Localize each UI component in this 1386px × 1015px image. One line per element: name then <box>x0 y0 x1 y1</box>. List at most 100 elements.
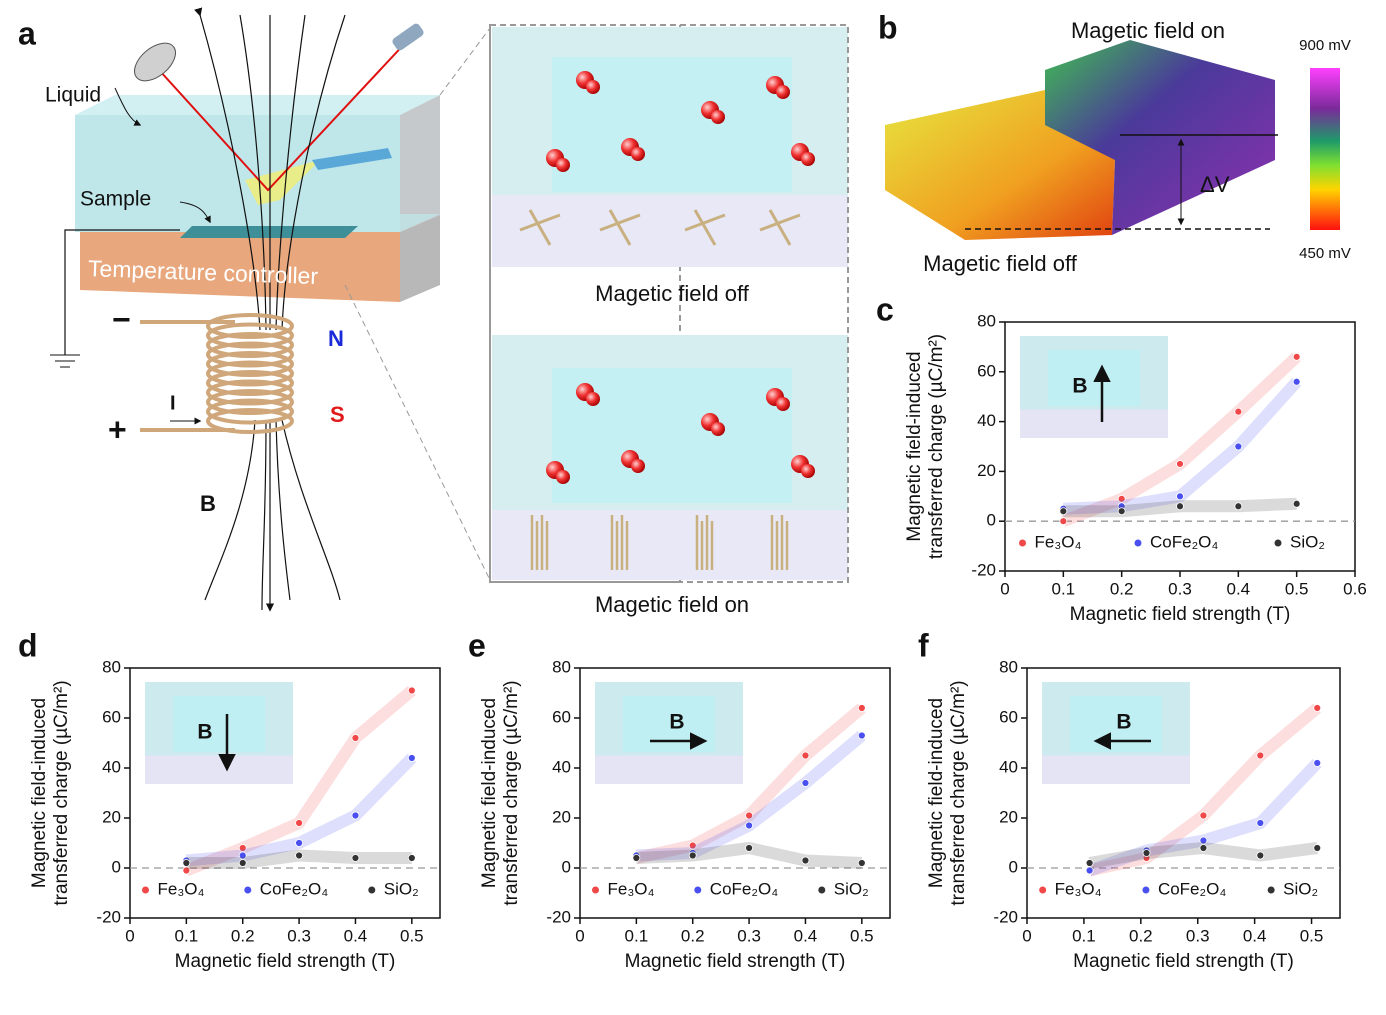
y-tick-label: 60 <box>102 707 121 726</box>
legend-marker <box>1274 539 1282 547</box>
legend-label: SiO₂ <box>1290 532 1325 551</box>
inset-floor <box>145 755 293 784</box>
data-point <box>1234 407 1243 416</box>
laser-source <box>392 23 424 51</box>
x-tick-label: 0.4 <box>1227 579 1251 598</box>
x-tick-label: 0.2 <box>1110 579 1134 598</box>
x-tick-label: 0.3 <box>1186 926 1210 945</box>
data-point <box>745 811 753 820</box>
coil-turn <box>206 351 294 377</box>
inset-back <box>1070 696 1162 753</box>
x-axis-label: Magnetic field strength (T) <box>175 951 396 972</box>
label: Magetic field off <box>923 251 1078 276</box>
data-point <box>1199 811 1208 820</box>
x-tick-label: 0 <box>575 926 584 945</box>
data-point <box>351 734 360 742</box>
y-tick-label: -20 <box>546 907 571 926</box>
setup-diagram: Liquid Sample Temperature controller − +… <box>45 15 849 617</box>
x-tick-label: 0.1 <box>175 926 199 945</box>
data-point <box>407 686 416 695</box>
plot-frame <box>579 667 891 919</box>
legend-label: CoFe₂O₄ <box>260 879 328 898</box>
molecule <box>711 110 725 124</box>
dipole <box>684 209 726 246</box>
panel-label: f <box>918 627 929 663</box>
label: Liquid <box>45 84 101 107</box>
data-point <box>857 731 866 740</box>
surface-on <box>1045 40 1275 235</box>
legend-marker <box>1019 539 1026 547</box>
coil-turn <box>206 379 294 406</box>
data-point <box>1059 507 1068 516</box>
data-point <box>1176 492 1184 501</box>
colorbar-label: 450 mV <box>1299 245 1351 262</box>
y-axis-label: Magnetic field-induced <box>926 698 947 888</box>
data-point <box>1256 819 1265 827</box>
x-tick-label: 0.6 <box>1343 579 1367 598</box>
y-tick-label: 60 <box>999 707 1018 726</box>
data-point <box>1085 859 1094 867</box>
y-tick-label: 0 <box>987 511 996 530</box>
data-point <box>745 821 753 830</box>
label: + <box>108 411 127 447</box>
panel-label: d <box>18 627 38 663</box>
legend-marker <box>1267 886 1275 894</box>
pointer <box>179 201 211 224</box>
x-tick-label: 0 <box>1000 579 1009 598</box>
controller-side <box>400 215 440 302</box>
molecule <box>586 392 600 406</box>
coil <box>206 313 294 434</box>
plot-frame <box>1026 667 1341 919</box>
data-point <box>295 819 303 827</box>
label: B <box>200 491 216 516</box>
data-point <box>1117 494 1126 503</box>
data-point <box>351 854 360 862</box>
coil-turn <box>206 360 294 387</box>
label: ΔV <box>1200 172 1230 197</box>
data-point <box>1176 460 1184 468</box>
data-point <box>1199 836 1208 845</box>
legend-marker <box>694 886 702 894</box>
y-tick-label: 40 <box>102 757 121 776</box>
scene-off-floor <box>492 195 848 267</box>
x-tick-label: 0.1 <box>625 926 649 945</box>
data-point <box>407 854 416 862</box>
cantilever <box>312 148 392 170</box>
y-tick-label: 20 <box>552 807 571 826</box>
x-tick-label: 0.1 <box>1072 926 1096 945</box>
x-axis-label: Magnetic field strength (T) <box>625 951 846 972</box>
data-point <box>1142 849 1151 857</box>
inset-floor <box>1020 409 1168 438</box>
x-tick-label: 0.4 <box>344 926 368 945</box>
legend-marker <box>818 886 826 894</box>
field-lines <box>200 15 346 610</box>
controller-front <box>80 232 400 302</box>
caption: Magetic field on <box>595 592 749 617</box>
legend-marker <box>244 886 252 894</box>
legend-label: SiO₂ <box>834 879 869 898</box>
molecule <box>801 464 815 478</box>
data-point <box>238 859 247 867</box>
panel-label: c <box>876 291 894 327</box>
label: S <box>330 402 345 427</box>
y-tick-label: 0 <box>562 857 571 876</box>
x-axis-label: Magnetic field strength (T) <box>1070 604 1291 625</box>
data-point <box>1234 442 1243 451</box>
data-point <box>1059 517 1068 526</box>
inset-label: B <box>1072 375 1087 398</box>
y-tick-label: 80 <box>102 657 121 676</box>
y-tick-label: 20 <box>977 461 996 480</box>
data-point <box>688 841 697 850</box>
dipole <box>599 209 641 246</box>
inset-floor <box>595 755 743 784</box>
data-point <box>1176 502 1184 511</box>
potential-surface: Magetic field on Magetic field off ΔV 90… <box>885 18 1351 276</box>
y-tick-label: 80 <box>977 311 996 330</box>
label: I <box>170 392 176 414</box>
label: − <box>112 301 131 337</box>
molecule <box>776 85 790 99</box>
data-point <box>745 844 753 852</box>
coil-turn <box>206 341 294 368</box>
coil-turn <box>206 398 294 425</box>
molecule <box>556 470 570 484</box>
